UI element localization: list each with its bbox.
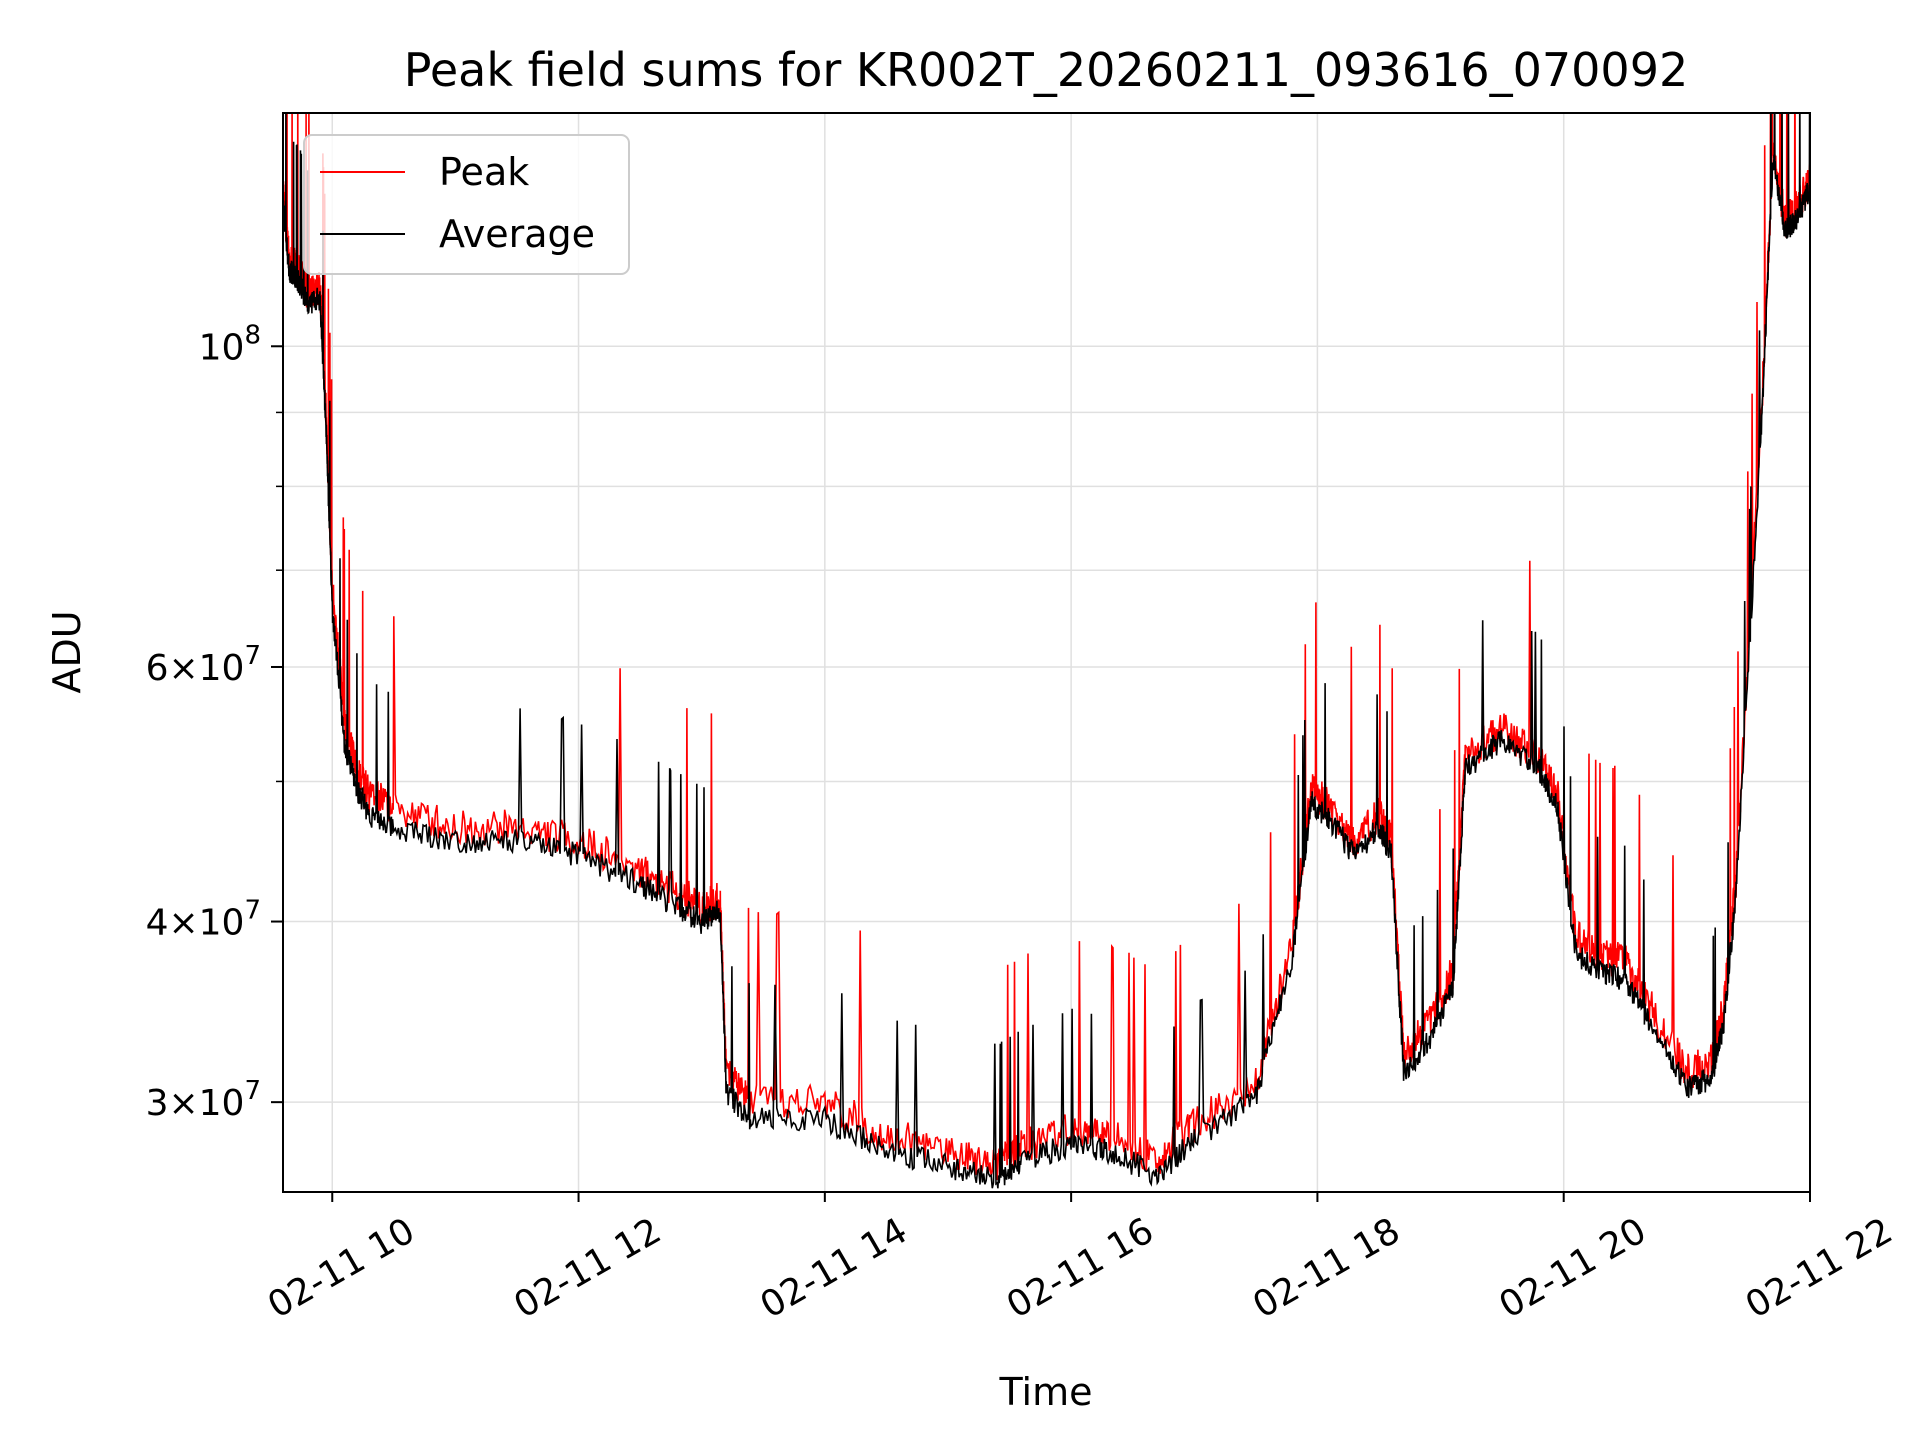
x-axis: 02-11 10 02-11 12 02-11 14 02-11 16 02-11 18… (261, 1192, 1900, 1327)
chart-title: Peak field sums for KR002T_20260211_0936… (404, 43, 1688, 97)
x-tick-label: 02-11 14 (754, 1210, 915, 1326)
x-tick-label: 02-11 12 (507, 1210, 668, 1326)
y-axis-label: ADU (45, 610, 89, 693)
x-tick-label: 02-11 22 (1739, 1210, 1900, 1326)
peak-series-line (283, 113, 1810, 1181)
x-tick-label: 02-11 10 (261, 1210, 422, 1326)
y-axis: 3×107 4×107 6×107 108 (146, 320, 283, 1124)
average-series-line (283, 113, 1810, 1189)
legend-average-label: Average (439, 212, 595, 256)
plot-frame (282, 112, 1811, 1193)
legend-box (303, 134, 630, 275)
y-tick-label: 108 (199, 320, 261, 368)
x-tick-label: 02-11 20 (1493, 1210, 1654, 1326)
x-tick-label: 02-11 18 (1246, 1210, 1407, 1326)
legend: Peak Average (303, 134, 630, 275)
y-tick-label: 6×107 (146, 641, 261, 689)
y-tick-label: 4×107 (146, 896, 261, 944)
legend-peak-label: Peak (439, 150, 529, 194)
x-axis-label: Time (999, 1370, 1093, 1414)
x-tick-label: 02-11 16 (1000, 1210, 1161, 1326)
y-tick-label: 3×107 (146, 1076, 261, 1124)
